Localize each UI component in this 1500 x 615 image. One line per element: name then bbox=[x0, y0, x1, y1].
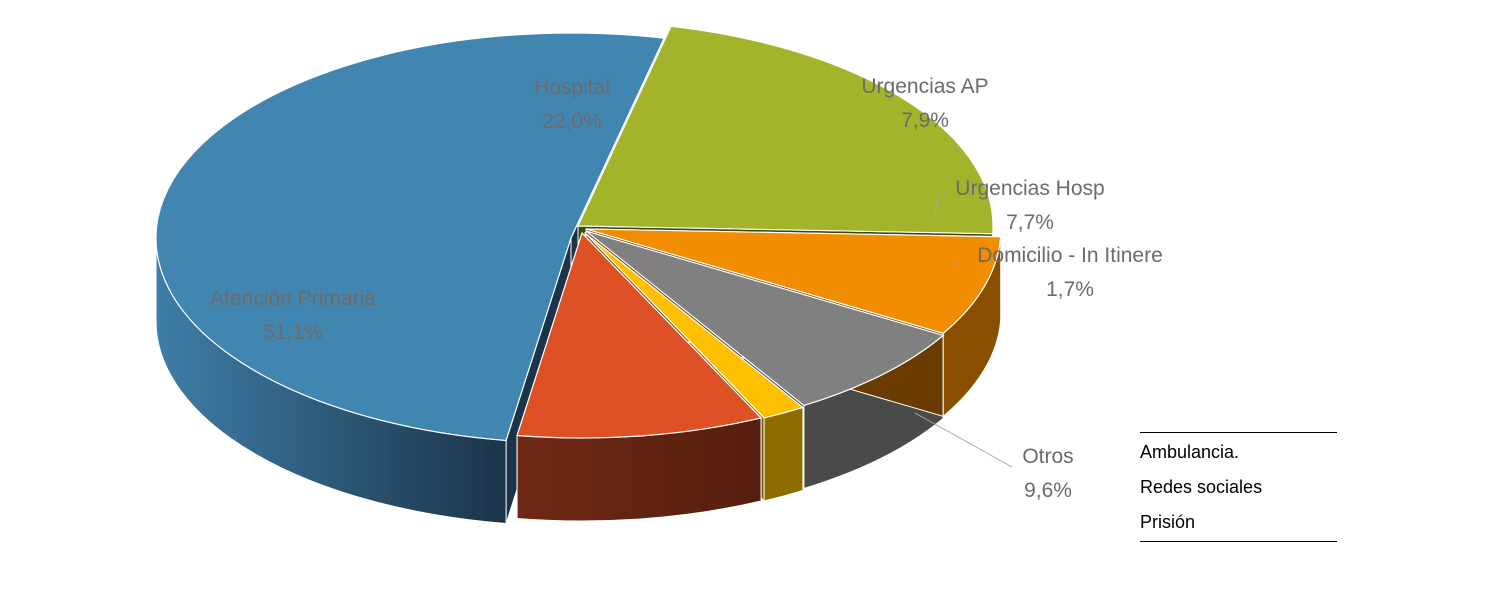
slice-labels: Atención Primaria 51,1% Hospital 22,0% Urgen… bbox=[210, 75, 1163, 502]
value-label-domicilio-in-itinere: 1,7% bbox=[1046, 278, 1094, 301]
leader-line-otros bbox=[914, 412, 1013, 468]
label-urgencias-hosp: Urgencias Hosp bbox=[955, 177, 1104, 200]
slice-tops bbox=[155, 25, 1002, 442]
label-otros: Otros bbox=[1022, 445, 1073, 468]
slice-domicilio-in-itinere bbox=[584, 232, 805, 419]
slice-hospital bbox=[577, 25, 994, 235]
value-label-hospital: 22,0% bbox=[542, 110, 602, 133]
value-label-urgencias-hosp: 7,7% bbox=[1006, 211, 1054, 234]
slice-otros bbox=[516, 231, 763, 439]
label-atencion-primaria: Atención Primaria bbox=[210, 287, 376, 310]
side-wall-domicilio-in-itinere-0 bbox=[763, 406, 804, 502]
note-line-prision: Prisión bbox=[1140, 512, 1196, 532]
leader-line-urgencias-hosp bbox=[934, 192, 946, 217]
value-label-atencion-primaria: 51,1% bbox=[263, 321, 323, 344]
slice-atencion-primaria bbox=[155, 32, 665, 442]
leader-line-domicilio-in-itinere bbox=[952, 261, 956, 269]
note-line-redes-sociales: Redes sociales bbox=[1140, 477, 1263, 497]
note-box: Ambulancia. Redes sociales Prisión bbox=[1140, 432, 1337, 542]
label-urgencias-ap: Urgencias AP bbox=[861, 75, 988, 98]
label-domicilio-in-itinere: Domicilio - In Itinere bbox=[977, 244, 1163, 267]
label-hospital: Hospital bbox=[534, 76, 610, 99]
slice-urgencias-hosp bbox=[585, 230, 945, 407]
value-label-urgencias-ap: 7,9% bbox=[901, 109, 949, 132]
value-label-otros: 9,6% bbox=[1024, 479, 1072, 502]
slice-urgencias-ap bbox=[585, 228, 1002, 335]
leader-lines bbox=[914, 192, 1013, 468]
note-line-ambulancia: Ambulancia. bbox=[1140, 442, 1240, 462]
